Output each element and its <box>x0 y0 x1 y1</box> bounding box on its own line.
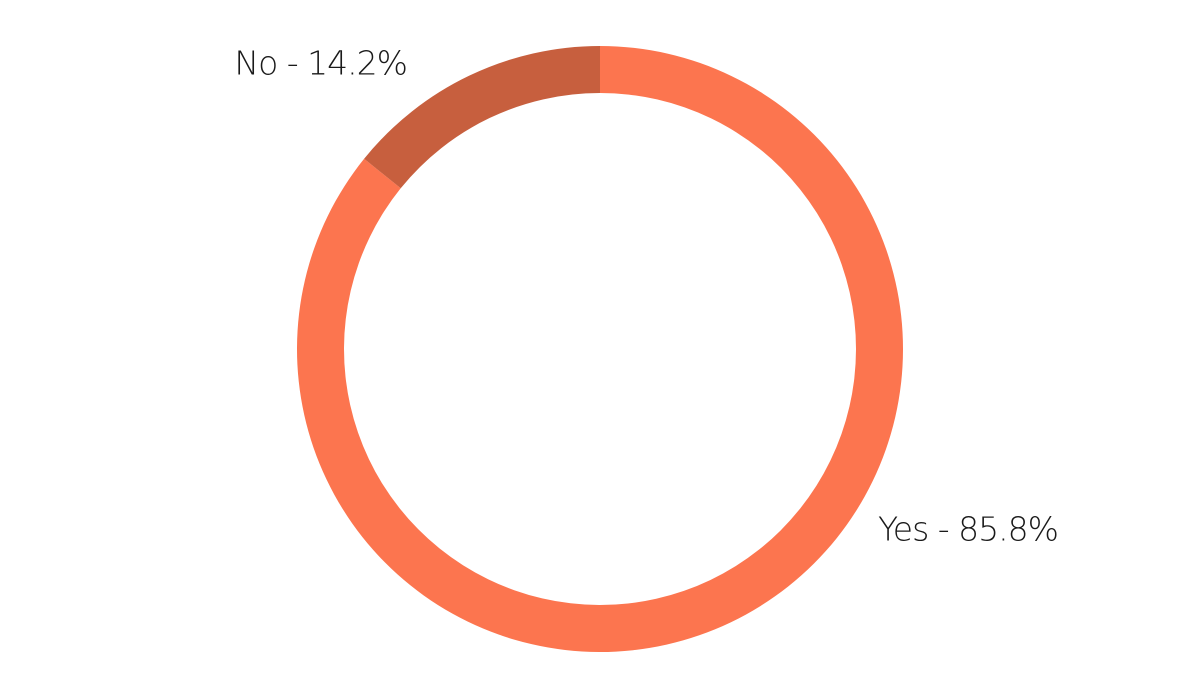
donut-segment <box>364 46 600 189</box>
data-label: No - 14.2% <box>234 44 407 83</box>
data-label: Yes - 85.8% <box>878 510 1058 549</box>
